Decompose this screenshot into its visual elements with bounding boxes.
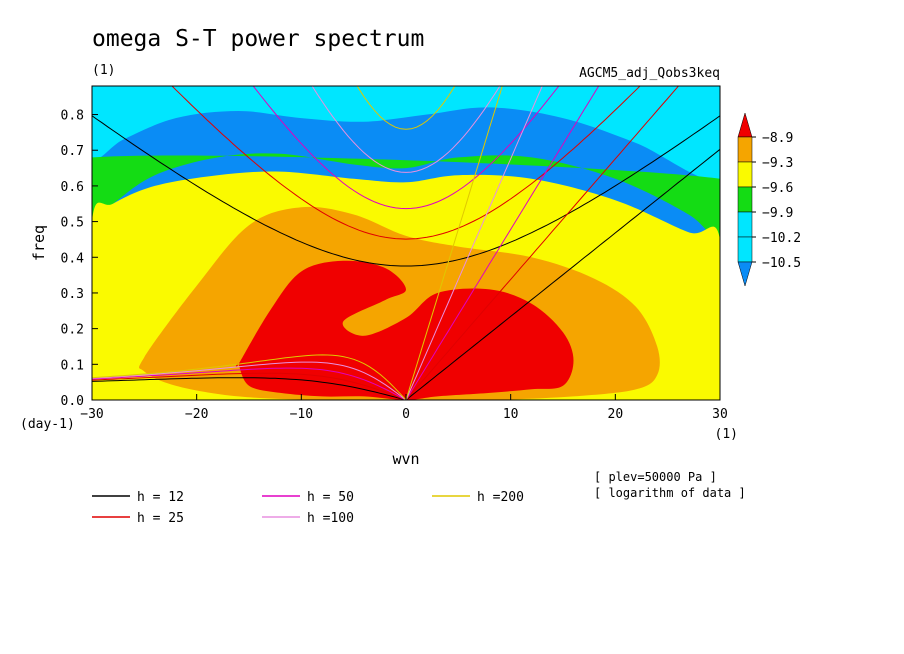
x-tick-label: −20 — [185, 407, 208, 422]
colorbar: −8.9 −9.3 −9.6 −9.9 −10.2 −10.5 — [737, 112, 801, 287]
chart-subtitle-right: AGCM5_adj_Qobs3keq — [579, 66, 720, 81]
chart-title: omega S-T power spectrum — [92, 26, 424, 52]
colorbar-cell — [737, 236, 753, 263]
colorbar-top-arrow — [737, 112, 753, 138]
colorbar-label: −9.3 — [762, 156, 793, 171]
x-tick-label: 10 — [503, 407, 519, 422]
legend-label-h50: h = 50 — [307, 490, 354, 505]
spectrum-contour-fills — [92, 86, 720, 400]
colorbar-cell — [737, 211, 753, 238]
y-axis-label: freq — [30, 225, 48, 261]
x-tick-label: 20 — [608, 407, 624, 422]
curve-h25-kelvin — [405, 86, 680, 400]
curve-h200-gravity — [356, 86, 456, 130]
legend: h = 12 h = 25 h = 50 h =100 h =200 — [92, 490, 524, 526]
curve-h100-gravity — [311, 86, 501, 173]
colorbar-bottom-arrow — [737, 261, 753, 287]
fill-level-2 — [92, 153, 720, 241]
curve-h50-kelvin — [405, 86, 600, 400]
x-axis-label: wvn — [392, 450, 419, 468]
chart-subtitle-left: (1) — [92, 63, 115, 78]
colorbar-cell — [737, 186, 753, 213]
fill-level-1 — [92, 86, 720, 181]
y-tick-label: 0.4 — [61, 251, 85, 266]
curve-h100-rossby — [92, 361, 407, 400]
axis-ticks: −30 −20 −10 0 10 20 30 0.0 0.1 0.2 0.3 0.4 0.5 0.6 0.7… — [61, 109, 728, 422]
curve-h25-gravity — [171, 86, 641, 240]
y-tick-label: 0.3 — [61, 287, 84, 302]
curve-h100-kelvin — [405, 86, 543, 400]
fill-level-5 — [235, 260, 574, 400]
y-tick-label: 0.8 — [61, 109, 84, 124]
y-tick-label: 0.7 — [61, 144, 84, 159]
y-tick-label: 0.2 — [61, 323, 84, 338]
curve-h12-kelvin — [405, 148, 720, 400]
legend-label-h200: h =200 — [477, 490, 524, 505]
colorbar-label: −10.2 — [762, 231, 801, 246]
y-tick-label: 0.6 — [61, 180, 84, 195]
annotation-log: [ logarithm of data ] — [594, 486, 746, 500]
curve-h200-kelvin — [405, 86, 503, 400]
colorbar-label: −9.9 — [762, 206, 793, 221]
colorbar-label: −8.9 — [762, 131, 793, 146]
curve-h50-gravity — [252, 86, 560, 210]
colorbar-label: −10.5 — [762, 256, 801, 271]
curve-h50-rossby — [92, 367, 407, 400]
legend-label-h25: h = 25 — [137, 511, 184, 526]
curve-h12-gravity — [92, 115, 720, 267]
colorbar-cell — [737, 161, 753, 188]
y-tick-label: 0.0 — [61, 394, 84, 409]
x-axis-unit: (1) — [715, 427, 738, 442]
x-tick-label: 30 — [712, 407, 728, 422]
x-tick-label: −10 — [290, 407, 313, 422]
y-tick-label: 0.5 — [61, 216, 84, 231]
annotation-plev: [ plev=50000 Pa ] — [594, 470, 717, 484]
y-axis-unit: (day-1) — [20, 417, 75, 432]
curve-h200-rossby — [92, 354, 407, 400]
colorbar-cell — [737, 136, 753, 163]
colorbar-label: −9.6 — [762, 181, 793, 196]
legend-label-h100: h =100 — [307, 511, 354, 526]
y-tick-label: 0.1 — [61, 358, 84, 373]
dispersion-curves — [92, 86, 720, 400]
curve-h12-rossby — [92, 377, 407, 400]
legend-label-h12: h = 12 — [137, 490, 184, 505]
curve-h25-rossby — [92, 372, 407, 400]
x-tick-label: 0 — [402, 407, 410, 422]
x-tick-label: −30 — [80, 407, 103, 422]
